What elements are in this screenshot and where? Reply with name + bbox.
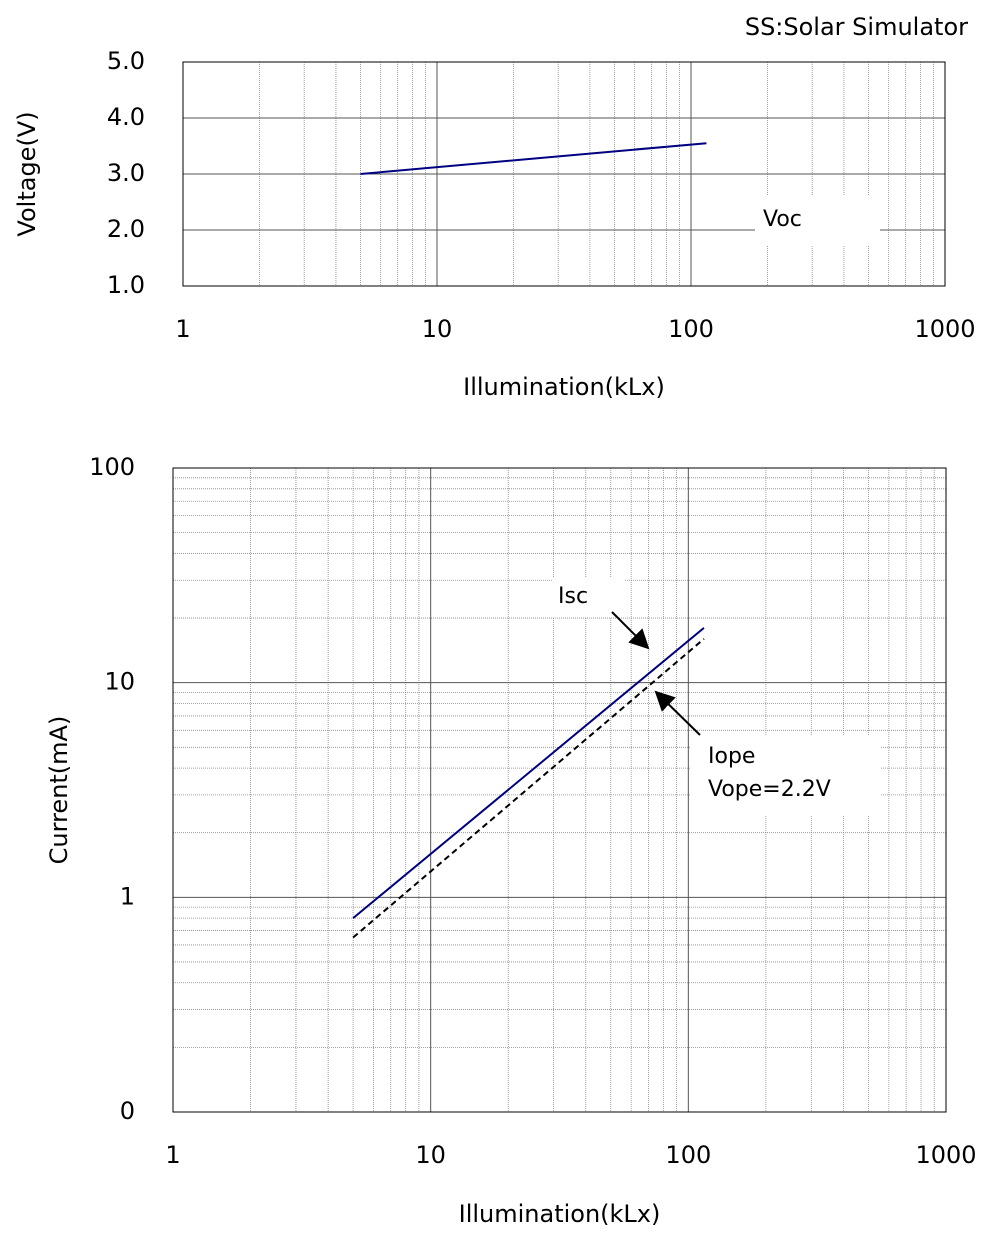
y-tick-label: 5.0: [107, 47, 145, 75]
plot-border: [172, 467, 947, 1113]
series-label: Iope: [708, 744, 755, 769]
x-tick-label: 100: [668, 315, 714, 343]
y-tick-label: 1.0: [107, 271, 145, 299]
label-box: [552, 577, 624, 617]
y-tick-label: 0: [120, 1097, 135, 1125]
y-tick-label: 100: [89, 453, 135, 481]
y-tick-label: 1: [120, 882, 135, 910]
y-tick-label: 10: [104, 668, 135, 696]
arrow: [654, 690, 701, 736]
y-tick-label: 2.0: [107, 215, 145, 243]
series-line: [352, 627, 705, 919]
x-tick-label: 100: [665, 1141, 711, 1169]
y-tick-label: 4.0: [107, 103, 145, 131]
series-label: Isc: [558, 584, 588, 609]
y-axis-label: Voltage(V): [13, 111, 41, 236]
plot-border: [182, 61, 946, 287]
series-label: Vope=2.2V: [708, 777, 831, 802]
series-line: [360, 142, 707, 175]
label-box: [690, 735, 880, 815]
series-line: [352, 638, 705, 939]
x-tick-label: 1: [175, 315, 190, 343]
x-tick-label: 1: [165, 1141, 180, 1169]
x-axis-label: Illumination(kLx): [459, 1200, 661, 1228]
y-axis-label: Current(mA): [45, 716, 73, 865]
x-tick-label: 10: [415, 1141, 446, 1169]
arrow: [611, 611, 650, 650]
chart-subtitle: SS:Solar Simulator: [745, 13, 968, 41]
x-tick-label: 1000: [915, 1141, 976, 1169]
x-tick-label: 1000: [914, 315, 975, 343]
label-box: [755, 195, 880, 245]
x-axis-label: Illumination(kLx): [463, 373, 665, 401]
y-tick-label: 3.0: [107, 159, 145, 187]
series-label: Voc: [763, 207, 802, 232]
x-tick-label: 10: [422, 315, 453, 343]
